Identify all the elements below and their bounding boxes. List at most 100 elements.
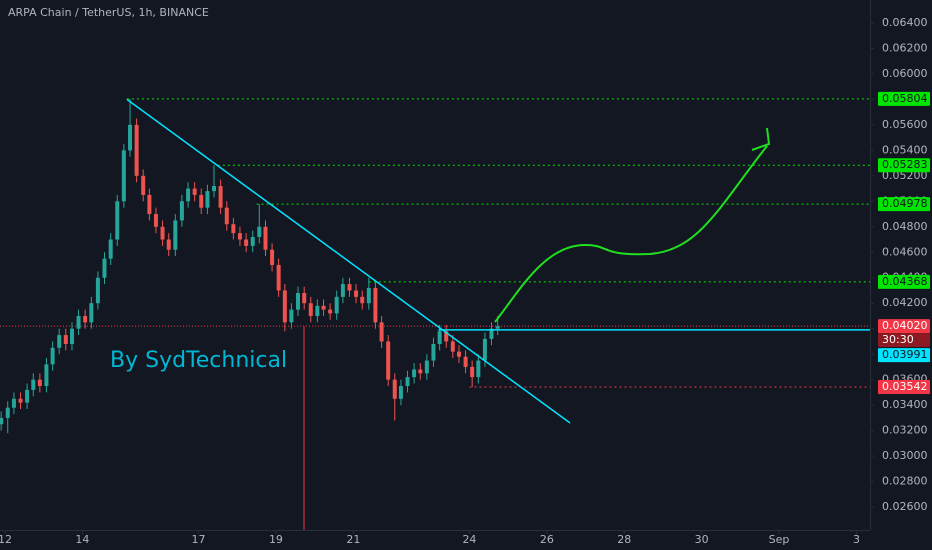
- candle-body: [205, 191, 210, 208]
- candle-body: [366, 287, 371, 304]
- candle-body: [315, 305, 320, 316]
- candle-body: [141, 175, 146, 195]
- candle-body: [31, 379, 36, 390]
- y-tick-label: 0.03000: [882, 449, 928, 462]
- candle-body: [179, 201, 184, 221]
- candle-body: [424, 360, 429, 374]
- candle-body: [463, 356, 468, 367]
- level-badge: [878, 274, 930, 289]
- candle-body: [95, 277, 100, 304]
- candle-body: [237, 233, 242, 240]
- candle-body: [295, 293, 300, 310]
- candle-body: [57, 335, 62, 348]
- candle-body: [437, 331, 442, 344]
- candle-body: [199, 194, 204, 208]
- candle-body: [386, 341, 391, 380]
- candle-body: [192, 188, 197, 195]
- y-tick-label: 0.03400: [882, 398, 928, 411]
- candle-body: [63, 335, 68, 344]
- x-tick-label: Sep: [769, 533, 790, 546]
- x-tick-label: 21: [346, 533, 360, 546]
- candle-body: [308, 303, 313, 316]
- candle-body: [128, 124, 133, 151]
- x-tick-label: 26: [540, 533, 554, 546]
- trendline: [126, 98, 571, 424]
- y-tick-label: 0.04800: [882, 220, 928, 233]
- candle-body: [418, 369, 423, 374]
- candle-body: [257, 226, 262, 237]
- candle-body: [121, 150, 126, 202]
- level-badge: [878, 158, 930, 173]
- y-tick-label: 0.04600: [882, 245, 928, 258]
- candle-body: [147, 194, 152, 215]
- candle-body: [456, 351, 461, 357]
- candle-body: [482, 338, 487, 361]
- candle-body: [160, 226, 165, 240]
- candle-body: [108, 239, 113, 259]
- level-badge: [878, 380, 930, 395]
- y-tick-label: 0.04200: [882, 296, 928, 309]
- candle-body: [244, 239, 249, 246]
- candle-body: [405, 377, 410, 387]
- candle-body: [263, 226, 268, 250]
- candle-body: [76, 315, 81, 329]
- candle-body: [83, 315, 88, 323]
- level-badge: [878, 197, 930, 212]
- y-tick-label: 0.05400: [882, 143, 928, 156]
- x-tick-label: 17: [192, 533, 206, 546]
- y-tick-label: 0.06200: [882, 41, 928, 54]
- candle-body: [166, 239, 171, 250]
- marker-label: 0.03991: [882, 348, 928, 361]
- candle-body: [212, 186, 217, 192]
- candle-body: [328, 309, 333, 314]
- countdown-badge: [878, 333, 930, 348]
- x-tick-label: 28: [617, 533, 631, 546]
- level-label: 0.04368: [882, 275, 928, 288]
- x-tick-label: 30: [695, 533, 709, 546]
- last-price-label: 0.04020: [882, 319, 928, 332]
- candle-body: [224, 207, 229, 225]
- level-label: 0.03542: [882, 380, 928, 393]
- level-label: 0.05804: [882, 92, 928, 105]
- candle-body: [37, 379, 42, 387]
- candle-body: [289, 309, 294, 323]
- projection-arrowhead: [751, 127, 771, 151]
- y-tick-label: 0.06400: [882, 16, 928, 29]
- candle-body: [69, 328, 74, 344]
- plot: [0, 98, 870, 530]
- candle-body: [186, 188, 191, 202]
- y-tick-label: 0.02600: [882, 500, 928, 513]
- level-badge: [878, 91, 930, 106]
- candle-body: [489, 328, 494, 339]
- candle-body: [373, 287, 378, 323]
- candle-body: [5, 407, 10, 418]
- candle-body: [270, 249, 275, 265]
- candle-body: [450, 341, 455, 352]
- candle-body: [334, 296, 339, 314]
- candle-body: [50, 347, 55, 365]
- candle-body: [354, 290, 359, 297]
- last-price-badge: [878, 319, 930, 334]
- candle-body: [340, 284, 345, 297]
- candle-body: [412, 369, 417, 378]
- level-label: 0.05283: [882, 158, 928, 171]
- chart-title: ARPA Chain / TetherUS, 1h, BINANCE: [8, 6, 209, 19]
- candle-body: [470, 366, 475, 378]
- y-tick-label: 0.02800: [882, 475, 928, 488]
- y-tick-label: 0.06000: [882, 67, 928, 80]
- candle-body: [25, 389, 30, 403]
- candle-body: [18, 398, 23, 403]
- candle-body: [276, 265, 281, 291]
- candle-body: [379, 322, 384, 342]
- candle-body: [431, 343, 436, 361]
- y-tick-label: 0.05600: [882, 118, 928, 131]
- candle-body: [134, 124, 139, 176]
- candle-body: [360, 296, 365, 304]
- countdown-label: 30:30: [882, 333, 914, 346]
- candle-body: [115, 201, 120, 240]
- candle-body: [476, 360, 481, 378]
- x-tick-label: 24: [462, 533, 476, 546]
- x-tick-label: 14: [75, 533, 89, 546]
